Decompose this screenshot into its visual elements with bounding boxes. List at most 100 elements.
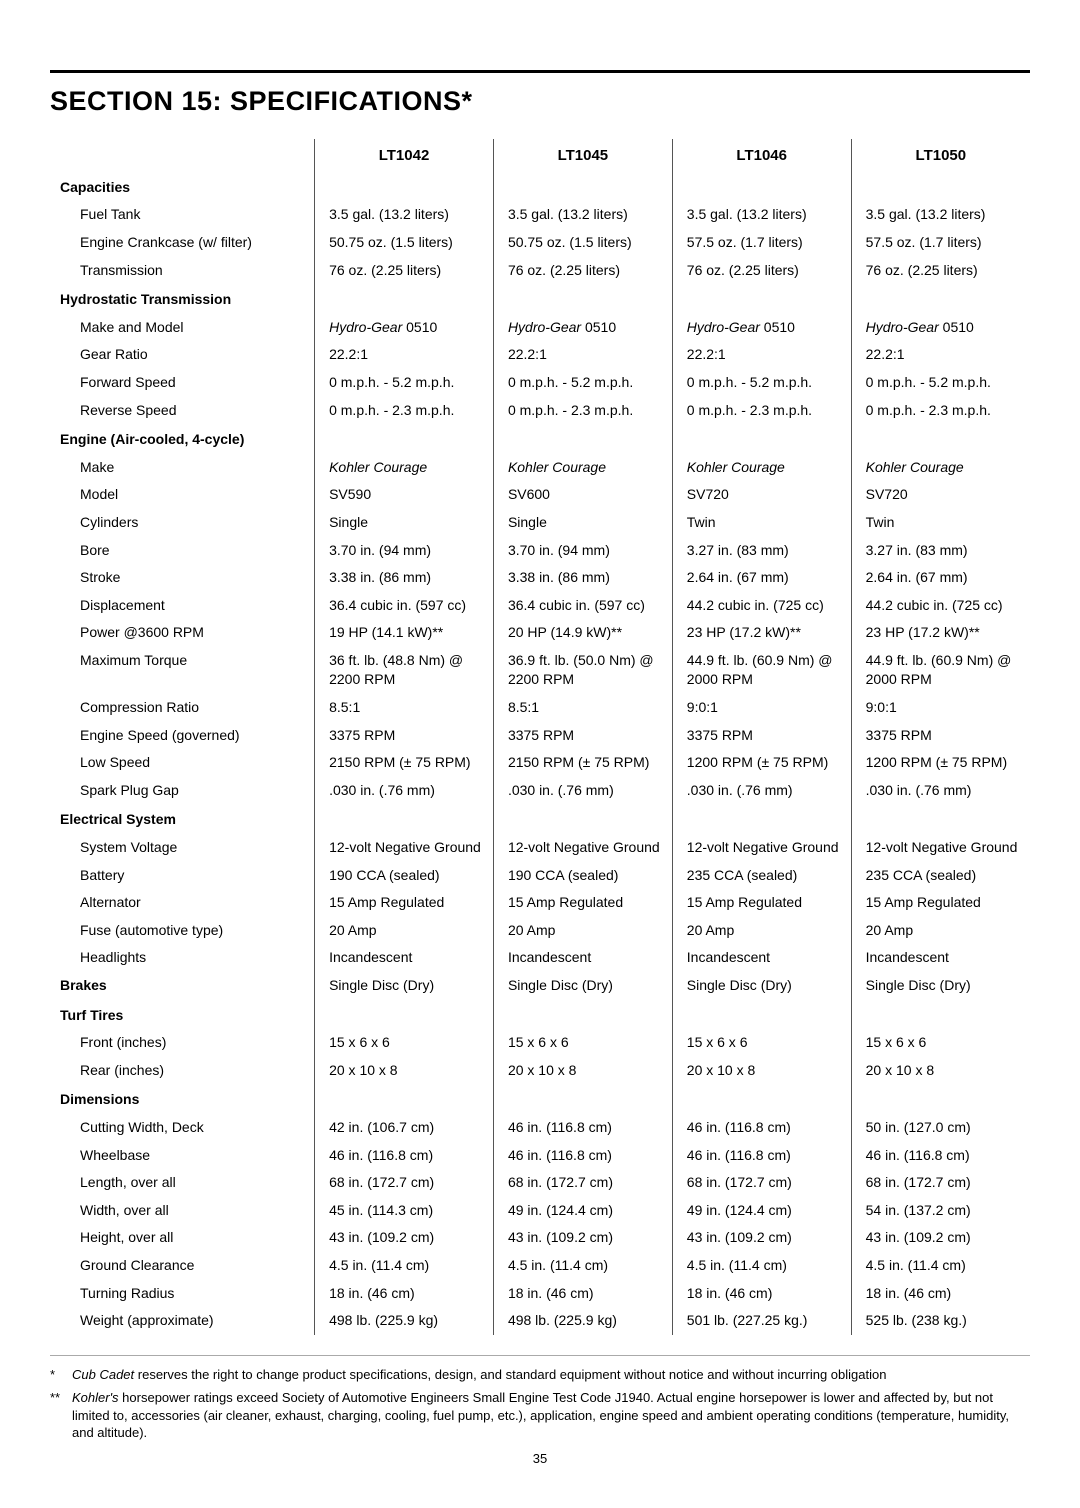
table-row: Stroke3.38 in. (86 mm)3.38 in. (86 mm)2.…	[50, 564, 1030, 592]
row-label: Height, over all	[50, 1224, 315, 1252]
cell: Single Disc (Dry)	[672, 972, 851, 1000]
cell: 2.64 in. (67 mm)	[851, 564, 1030, 592]
row-label: Battery	[50, 862, 315, 890]
cell: 20 Amp	[672, 917, 851, 945]
table-row: Width, over all45 in. (114.3 cm)49 in. (…	[50, 1197, 1030, 1225]
cell: 20 Amp	[315, 917, 494, 945]
cell: 36.9 ft. lb. (50.0 Nm) @ 2200 RPM	[493, 647, 672, 694]
cell: 0 m.p.h. - 5.2 m.p.h.	[315, 369, 494, 397]
cell: 20 HP (14.9 kW)**	[493, 619, 672, 647]
cell: 2150 RPM (± 75 RPM)	[493, 749, 672, 777]
row-label: Make and Model	[50, 314, 315, 342]
table-row: Fuse (automotive type)20 Amp20 Amp20 Amp…	[50, 917, 1030, 945]
row-label: Transmission	[50, 257, 315, 285]
row-label: Turning Radius	[50, 1280, 315, 1308]
cell: 20 x 10 x 8	[315, 1057, 494, 1085]
cell: Kohler Courage	[315, 454, 494, 482]
cell: 68 in. (172.7 cm)	[672, 1169, 851, 1197]
top-rule	[50, 70, 1030, 73]
cell: SV720	[851, 481, 1030, 509]
cell: 46 in. (116.8 cm)	[493, 1142, 672, 1170]
cell: 36.4 cubic in. (597 cc)	[315, 592, 494, 620]
footnote-mark: **	[50, 1389, 72, 1442]
page-number: 35	[50, 1450, 1030, 1468]
cell: 8.5:1	[493, 694, 672, 722]
cell: 4.5 in. (11.4 cm)	[672, 1252, 851, 1280]
row-label: Stroke	[50, 564, 315, 592]
table-row: Alternator15 Amp Regulated15 Amp Regulat…	[50, 889, 1030, 917]
cell: 2.64 in. (67 mm)	[672, 564, 851, 592]
cell: 36.4 cubic in. (597 cc)	[493, 592, 672, 620]
cell: 501 lb. (227.25 kg.)	[672, 1307, 851, 1335]
cell: .030 in. (.76 mm)	[315, 777, 494, 805]
table-row: Turning Radius18 in. (46 cm)18 in. (46 c…	[50, 1280, 1030, 1308]
cell: 20 Amp	[493, 917, 672, 945]
cell: 3.27 in. (83 mm)	[851, 537, 1030, 565]
cell: 50.75 oz. (1.5 liters)	[315, 229, 494, 257]
col-header: LT1045	[493, 139, 672, 172]
table-row: Gear Ratio22.2:122.2:122.2:122.2:1	[50, 341, 1030, 369]
cell: 3.70 in. (94 mm)	[315, 537, 494, 565]
cell: 3375 RPM	[493, 722, 672, 750]
cell: Hydro-Gear 0510	[493, 314, 672, 342]
cell: 12-volt Negative Ground	[493, 834, 672, 862]
cell: 43 in. (109.2 cm)	[851, 1224, 1030, 1252]
cell: SV600	[493, 481, 672, 509]
cell: 22.2:1	[851, 341, 1030, 369]
cell: 9:0:1	[851, 694, 1030, 722]
cell: 49 in. (124.4 cm)	[672, 1197, 851, 1225]
cell: 23 HP (17.2 kW)**	[672, 619, 851, 647]
cell: 3.70 in. (94 mm)	[493, 537, 672, 565]
cell: 15 Amp Regulated	[851, 889, 1030, 917]
row-label: Engine Speed (governed)	[50, 722, 315, 750]
table-row: Front (inches)15 x 6 x 615 x 6 x 615 x 6…	[50, 1029, 1030, 1057]
row-label: Ground Clearance	[50, 1252, 315, 1280]
row-label: Spark Plug Gap	[50, 777, 315, 805]
table-row: Reverse Speed0 m.p.h. - 2.3 m.p.h.0 m.p.…	[50, 397, 1030, 425]
table-row: Cutting Width, Deck42 in. (106.7 cm)46 i…	[50, 1114, 1030, 1142]
cell: 68 in. (172.7 cm)	[851, 1169, 1030, 1197]
cell: 76 oz. (2.25 liters)	[851, 257, 1030, 285]
row-label: Headlights	[50, 944, 315, 972]
cell: 22.2:1	[315, 341, 494, 369]
cell: 0 m.p.h. - 2.3 m.p.h.	[493, 397, 672, 425]
cell: 3.27 in. (83 mm)	[672, 537, 851, 565]
section-header-row: Turf Tires	[50, 1000, 1030, 1030]
row-label: Rear (inches)	[50, 1057, 315, 1085]
cell: 0 m.p.h. - 5.2 m.p.h.	[851, 369, 1030, 397]
table-row: ModelSV590SV600SV720SV720	[50, 481, 1030, 509]
cell: 49 in. (124.4 cm)	[493, 1197, 672, 1225]
cell: 8.5:1	[315, 694, 494, 722]
cell: 54 in. (137.2 cm)	[851, 1197, 1030, 1225]
section-header-row: Electrical System	[50, 804, 1030, 834]
section-name: Engine (Air-cooled, 4-cycle)	[50, 424, 315, 454]
cell: 23 HP (17.2 kW)**	[851, 619, 1030, 647]
table-row: Wheelbase46 in. (116.8 cm)46 in. (116.8 …	[50, 1142, 1030, 1170]
row-label: Cylinders	[50, 509, 315, 537]
cell: 3.5 gal. (13.2 liters)	[672, 201, 851, 229]
cell: 190 CCA (sealed)	[315, 862, 494, 890]
table-row: Bore3.70 in. (94 mm)3.70 in. (94 mm)3.27…	[50, 537, 1030, 565]
cell: Hydro-Gear 0510	[672, 314, 851, 342]
row-label: Low Speed	[50, 749, 315, 777]
section-header-row: Capacities	[50, 172, 1030, 202]
cell: Single Disc (Dry)	[851, 972, 1030, 1000]
cell: 18 in. (46 cm)	[851, 1280, 1030, 1308]
cell: 3375 RPM	[315, 722, 494, 750]
col-header: LT1046	[672, 139, 851, 172]
table-row: Engine Speed (governed)3375 RPM3375 RPM3…	[50, 722, 1030, 750]
cell: 0 m.p.h. - 2.3 m.p.h.	[851, 397, 1030, 425]
row-label: Alternator	[50, 889, 315, 917]
cell: 12-volt Negative Ground	[851, 834, 1030, 862]
cell: 0 m.p.h. - 5.2 m.p.h.	[493, 369, 672, 397]
section-name: Dimensions	[50, 1084, 315, 1114]
section-name: Capacities	[50, 172, 315, 202]
table-row: Power @3600 RPM19 HP (14.1 kW)**20 HP (1…	[50, 619, 1030, 647]
footnote-text: Kohler's horsepower ratings exceed Socie…	[72, 1389, 1030, 1442]
cell: 9:0:1	[672, 694, 851, 722]
cell: .030 in. (.76 mm)	[672, 777, 851, 805]
cell: Incandescent	[493, 944, 672, 972]
cell: Single	[315, 509, 494, 537]
table-row: Low Speed2150 RPM (± 75 RPM)2150 RPM (± …	[50, 749, 1030, 777]
cell: 0 m.p.h. - 5.2 m.p.h.	[672, 369, 851, 397]
